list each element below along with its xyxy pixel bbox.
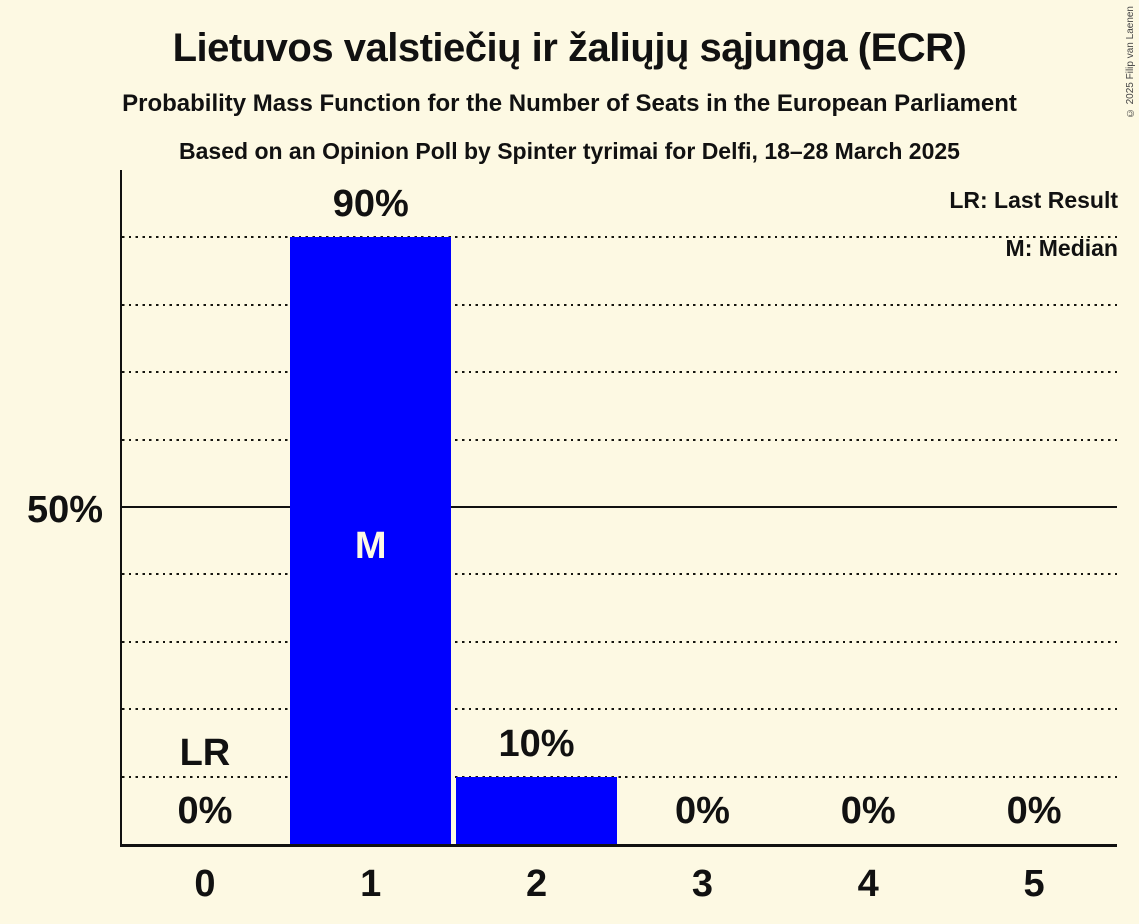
x-tick-label-4: 4 [857, 863, 879, 905]
gridline-30-dotted [122, 640, 1117, 643]
plot-area: 0% 0 90% 1 10% 2 0% 3 0% 4 0% 5 LR M [120, 170, 1117, 905]
chart-subtitle: Probability Mass Function for the Number… [122, 90, 1017, 117]
x-tick-label-3: 3 [691, 863, 713, 905]
bar-value-label-4: 0% [840, 790, 896, 832]
last-result-marker-label: LR [179, 732, 231, 774]
copyright-text: © 2025 Filip van Laenen [1125, 6, 1136, 119]
gridline-20-dotted [122, 708, 1117, 711]
bar-value-label-3: 0% [674, 790, 730, 832]
bar-value-label-2: 10% [498, 722, 575, 765]
bar-seats-1 [290, 237, 452, 844]
bar-value-label-5: 0% [1006, 790, 1062, 832]
bar-value-label-1: 90% [332, 183, 409, 226]
legend-last-result: LR: Last Result [949, 187, 1118, 213]
x-tick-label-1: 1 [360, 863, 382, 905]
poll-source-subtitle: Based on an Opinion Poll by Spinter tyri… [179, 138, 960, 164]
legend-median: M: Median [1005, 235, 1118, 261]
x-tick-label-0: 0 [194, 863, 216, 905]
bar-seats-2 [456, 776, 617, 844]
gridline-50-solid [122, 506, 1117, 508]
x-tick-label-2: 2 [526, 863, 548, 905]
gridline-10-dotted [122, 775, 1117, 778]
gridline-40-dotted [122, 573, 1117, 576]
y-axis-tick-label-50: 50% [26, 489, 103, 531]
gridline-70-dotted [122, 371, 1117, 374]
median-marker-label: M [354, 525, 387, 567]
gridline-80-dotted [122, 303, 1117, 306]
gridline-60-dotted [122, 438, 1117, 441]
x-tick-label-5: 5 [1023, 863, 1045, 905]
bar-value-label-0: 0% [177, 790, 233, 832]
chart-title: Lietuvos valstiečių ir žaliųjų sąjunga (… [172, 26, 967, 70]
gridline-90-dotted [122, 236, 1117, 239]
